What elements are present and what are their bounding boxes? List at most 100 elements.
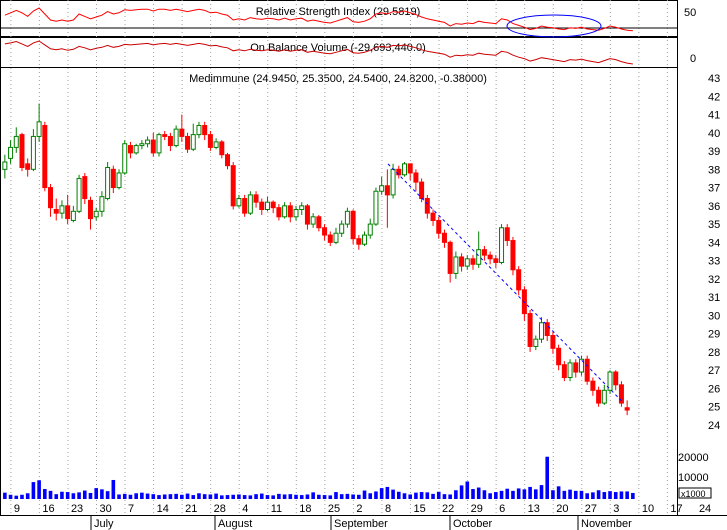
candle-body bbox=[304, 205, 310, 225]
x-day-tick-label: 11 bbox=[271, 503, 282, 515]
price-title: Medimmune (24.9450, 25.3500, 24.5400, 24… bbox=[189, 73, 487, 85]
volume-bar bbox=[539, 485, 544, 499]
candle bbox=[48, 183, 54, 217]
volume-unit-box bbox=[678, 487, 712, 499]
x-month-label: October bbox=[453, 518, 492, 530]
x-day-tick-label: 18 bbox=[299, 503, 311, 515]
price-tick-label: 37 bbox=[708, 183, 720, 195]
candle-body bbox=[156, 134, 162, 154]
x-day-tick-label: 28 bbox=[214, 503, 226, 515]
candle-body bbox=[116, 172, 122, 189]
candle bbox=[379, 176, 385, 195]
candle bbox=[618, 381, 624, 407]
volume-bar bbox=[185, 493, 190, 499]
candle bbox=[185, 132, 191, 153]
candle bbox=[584, 355, 590, 385]
volume-bar bbox=[54, 494, 59, 499]
candle-body bbox=[242, 198, 248, 214]
candle bbox=[567, 359, 573, 382]
candle-body bbox=[276, 207, 282, 218]
candle-body bbox=[561, 364, 567, 379]
candle-body bbox=[310, 216, 316, 225]
volume-bar bbox=[128, 494, 133, 499]
volume-bar bbox=[242, 495, 247, 499]
volume-bar bbox=[357, 494, 361, 499]
volume-bar bbox=[71, 493, 76, 499]
volume-bar bbox=[454, 490, 458, 499]
candle-body bbox=[578, 358, 584, 373]
candle bbox=[413, 169, 419, 192]
volume-bar bbox=[374, 491, 378, 499]
candle bbox=[561, 361, 567, 382]
candle bbox=[464, 255, 470, 270]
volume-bar bbox=[528, 486, 532, 499]
candle-body bbox=[8, 146, 14, 159]
volume-bar bbox=[551, 490, 555, 499]
candle bbox=[190, 123, 196, 152]
candle-body bbox=[253, 194, 259, 203]
volume-bar bbox=[294, 494, 298, 499]
candle-body bbox=[379, 185, 385, 192]
candle bbox=[2, 154, 8, 179]
volume-bar bbox=[299, 495, 304, 499]
candle-body bbox=[53, 208, 59, 214]
candle-body bbox=[30, 135, 36, 170]
candle-body bbox=[407, 163, 413, 174]
candle bbox=[25, 158, 31, 177]
volume-bar bbox=[82, 490, 87, 499]
candle bbox=[53, 198, 59, 221]
candle bbox=[344, 207, 350, 228]
candle-body bbox=[333, 232, 339, 243]
volume-bar bbox=[202, 494, 207, 499]
candle-body bbox=[65, 205, 71, 220]
volume-bar bbox=[591, 492, 595, 499]
volume-bar bbox=[248, 495, 253, 499]
candle bbox=[596, 386, 602, 407]
candle-body bbox=[436, 219, 442, 234]
price-tick-label: 25 bbox=[708, 402, 720, 414]
volume-bar bbox=[88, 492, 93, 499]
volume-bar bbox=[488, 493, 492, 499]
price-tick-label: 27 bbox=[708, 365, 720, 377]
x-day-tick-label: 4 bbox=[242, 503, 248, 515]
candle-body bbox=[607, 371, 613, 391]
volume-bar bbox=[613, 492, 618, 499]
volume-bar bbox=[208, 494, 213, 499]
candle-body bbox=[362, 234, 368, 245]
price-tick-label: 29 bbox=[708, 329, 720, 341]
volume-bar bbox=[351, 494, 355, 499]
candle-body bbox=[264, 201, 270, 210]
candle-body bbox=[99, 196, 105, 212]
volume-bar bbox=[65, 492, 70, 499]
candle-body bbox=[185, 135, 191, 150]
candle-body bbox=[350, 210, 356, 240]
candle-body bbox=[516, 269, 522, 291]
volume-bar bbox=[225, 495, 230, 499]
volume-bar bbox=[105, 491, 110, 499]
x-day-tick-label: 17 bbox=[670, 503, 682, 515]
rsi-tick-0: 0 bbox=[690, 53, 696, 65]
price-tick-label: 32 bbox=[708, 274, 720, 286]
volume-bar bbox=[111, 479, 116, 499]
candle-body bbox=[356, 238, 362, 245]
candle-body bbox=[344, 210, 350, 225]
candle-body bbox=[150, 139, 156, 154]
volume-bar bbox=[482, 490, 487, 499]
price-tick-label: 34 bbox=[708, 237, 720, 249]
candle bbox=[613, 370, 619, 391]
volume-bar bbox=[568, 489, 572, 499]
volume-tick-20000: 20000 bbox=[678, 452, 709, 464]
candle bbox=[162, 130, 168, 141]
candle bbox=[150, 132, 156, 157]
candle-body bbox=[567, 362, 573, 379]
candle-body bbox=[618, 384, 624, 404]
candle-body bbox=[110, 168, 116, 189]
volume-bar bbox=[140, 492, 144, 499]
candle bbox=[110, 165, 116, 194]
candle-body bbox=[219, 141, 225, 156]
candle bbox=[127, 141, 133, 159]
candle-body bbox=[373, 190, 379, 225]
candle-body bbox=[247, 194, 253, 214]
candle-body bbox=[133, 145, 139, 154]
